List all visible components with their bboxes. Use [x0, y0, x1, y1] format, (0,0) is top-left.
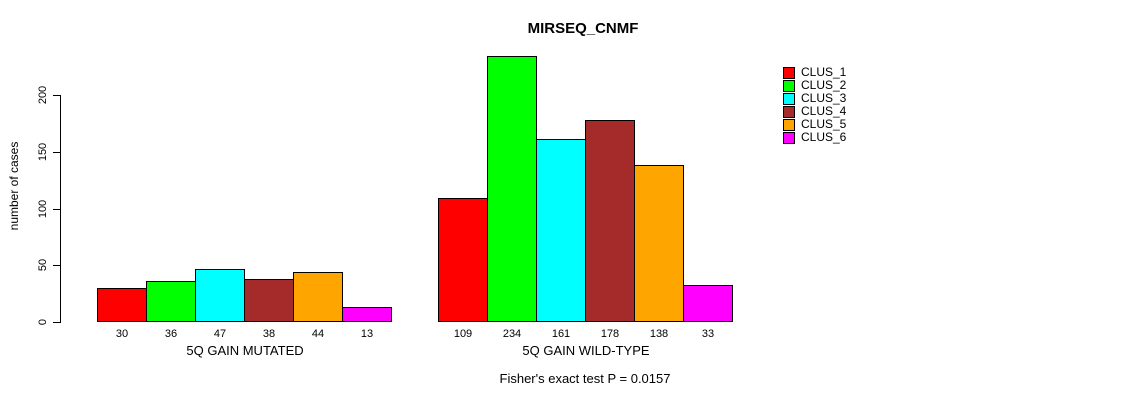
bar-CLUS_1-wild-type	[438, 198, 488, 322]
y-tick-label-150: 150	[37, 142, 49, 162]
bar-value-CLUS_5-wild-type: 138	[649, 328, 669, 340]
legend-color-swatch-CLUS_5	[783, 118, 795, 131]
bar-CLUS_6-wild-type	[683, 285, 733, 322]
y-tick-label-50: 50	[37, 258, 49, 272]
y-tick-50	[53, 265, 60, 266]
y-axis-line	[60, 95, 61, 323]
bar-value-CLUS_2-mutated: 36	[164, 328, 178, 340]
legend-color-swatch-CLUS_2	[783, 79, 795, 92]
legend-item-CLUS_4: CLUS_4	[783, 105, 846, 118]
legend-label-CLUS_4: CLUS_4	[801, 104, 847, 118]
bar-value-CLUS_6-wild-type: 33	[701, 328, 715, 340]
bar-CLUS_4-wild-type	[585, 120, 635, 322]
bar-value-CLUS_4-wild-type: 178	[600, 328, 620, 340]
bar-CLUS_4-mutated	[244, 279, 294, 322]
legend-label-CLUS_3: CLUS_3	[801, 91, 847, 105]
legend-item-CLUS_1: CLUS_1	[783, 66, 846, 79]
bar-CLUS_1-mutated	[97, 288, 147, 322]
legend-label-CLUS_2: CLUS_2	[801, 78, 847, 92]
bar-CLUS_5-wild-type	[634, 165, 684, 322]
y-tick-200	[53, 95, 60, 96]
bar-value-CLUS_3-wild-type: 161	[551, 328, 571, 340]
legend-label-CLUS_6: CLUS_6	[801, 130, 847, 144]
y-tick-label-0: 0	[37, 318, 49, 326]
legend-label-CLUS_5: CLUS_5	[801, 117, 847, 131]
y-tick-150	[53, 152, 60, 153]
bar-CLUS_2-wild-type	[487, 56, 537, 322]
bar-CLUS_5-mutated	[293, 272, 343, 322]
y-tick-100	[53, 209, 60, 210]
bar-value-CLUS_6-mutated: 13	[360, 328, 374, 340]
bar-value-CLUS_4-mutated: 38	[262, 328, 276, 340]
y-axis-label: number of cases	[7, 141, 21, 231]
legend: CLUS_1 CLUS_2 CLUS_3 CLUS_4 CLUS_5 CLUS_6	[783, 66, 846, 144]
bar-value-CLUS_5-mutated: 44	[311, 328, 325, 340]
bar-value-CLUS_3-mutated: 47	[213, 328, 227, 340]
legend-item-CLUS_6: CLUS_6	[783, 131, 846, 144]
legend-item-CLUS_5: CLUS_5	[783, 118, 846, 131]
legend-color-swatch-CLUS_3	[783, 92, 795, 105]
legend-item-CLUS_3: CLUS_3	[783, 92, 846, 105]
bar-value-CLUS_1-mutated: 30	[115, 328, 129, 340]
group-label-mutated: 5Q GAIN MUTATED	[186, 343, 304, 358]
legend-color-swatch-CLUS_6	[783, 131, 795, 144]
legend-item-CLUS_2: CLUS_2	[783, 79, 846, 92]
legend-color-swatch-CLUS_4	[783, 105, 795, 118]
bar-CLUS_3-mutated	[195, 269, 245, 322]
legend-color-swatch-CLUS_1	[783, 66, 795, 79]
y-tick-0	[53, 322, 60, 323]
bar-value-CLUS_2-wild-type: 234	[502, 328, 522, 340]
chart-title: MIRSEQ_CNMF	[527, 20, 639, 37]
annotation-fishers-test: Fisher's exact test P = 0.0157	[499, 371, 671, 386]
y-tick-label-100: 100	[37, 199, 49, 219]
legend-label-CLUS_1: CLUS_1	[801, 65, 847, 79]
y-tick-label-200: 200	[37, 85, 49, 105]
bar-value-CLUS_1-wild-type: 109	[453, 328, 473, 340]
bar-CLUS_3-wild-type	[536, 139, 586, 322]
group-label-wild-type: 5Q GAIN WILD-TYPE	[522, 343, 650, 358]
bar-CLUS_6-mutated	[342, 307, 392, 322]
bar-CLUS_2-mutated	[146, 281, 196, 322]
